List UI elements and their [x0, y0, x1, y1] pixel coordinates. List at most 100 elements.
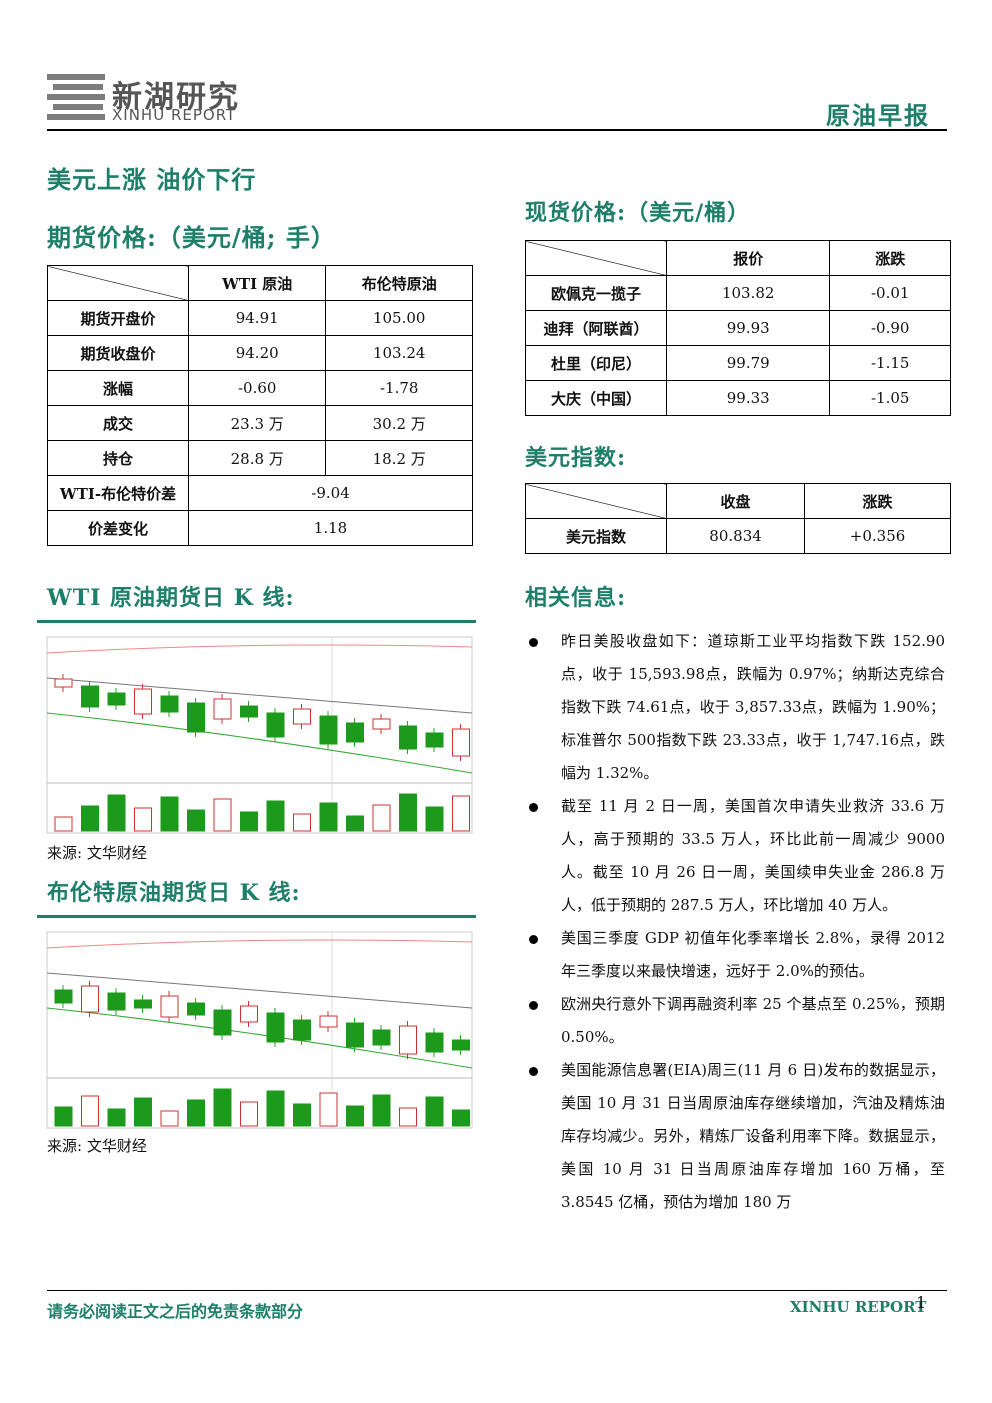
image-detail: [134, 1097, 152, 1127]
image-detail: [54, 816, 73, 832]
image-detail: [452, 795, 470, 832]
image-detail: [372, 1029, 391, 1046]
image-detail: [46, 644, 473, 654]
image-detail: [187, 1099, 205, 1127]
image-detail: [107, 794, 126, 832]
row-label: 大庆（中国）: [525, 380, 667, 416]
image-detail: [425, 732, 444, 748]
image-detail: [240, 811, 258, 832]
image-detail: [266, 712, 285, 738]
cell: 30.2 万: [325, 405, 473, 441]
image-detail: [160, 1110, 179, 1127]
image-detail: [266, 800, 285, 832]
image-detail: [187, 809, 205, 832]
image-detail: [134, 999, 152, 1009]
header-rule: [47, 129, 947, 131]
footer-rule: [47, 1290, 947, 1291]
brand-en: XINHU REPORT: [112, 106, 237, 124]
image-detail: [134, 807, 152, 832]
header-row: 收盘 涨跌: [525, 483, 951, 519]
image-detail: [240, 1005, 258, 1023]
image-detail: [266, 1090, 285, 1127]
image-detail: [107, 992, 126, 1011]
section-title: 布伦特原油期货日 K 线:: [47, 880, 301, 906]
headline: 美元上涨 油价下行: [47, 165, 257, 194]
image-detail: [213, 798, 232, 832]
image-detail: [54, 1106, 73, 1127]
news-item: 美国能源信息署(EIA)周三(11 月 6 日)发布的数据显示，美国 10 月 …: [525, 1054, 945, 1219]
table-row: 迪拜（阿联酋） 99.93 -0.90: [525, 310, 951, 346]
cell: +0.356: [804, 518, 951, 554]
section-title: 期货价格:（美元/桶; 手）: [47, 223, 336, 252]
image-detail: [372, 804, 391, 832]
image-detail: [319, 1015, 338, 1028]
column-header: WTI 原油: [187, 265, 327, 301]
image-detail: [160, 796, 179, 832]
image-detail: [452, 728, 470, 757]
section-title: 美元指数:: [525, 445, 627, 471]
image-detail: [81, 985, 99, 1013]
spot-table: 报价 涨跌 欧佩克一揽子 103.82 -0.01 迪拜（阿联酋） 99.93 -0.90 杜里…: [525, 240, 951, 416]
cell: -0.60: [187, 370, 327, 406]
column-header: 涨跌: [829, 240, 951, 276]
image-detail: [372, 1094, 391, 1127]
image-detail: [160, 995, 179, 1018]
row-label: 欧佩克一揽子: [525, 275, 667, 311]
footer-brand: XINHU REPORT: [790, 1298, 927, 1316]
diagonal-cell: [525, 240, 667, 276]
table-row: 美元指数 80.834 +0.356: [525, 518, 951, 554]
row-label: WTI-布伦特价差: [47, 475, 189, 511]
column-header: 收盘: [665, 483, 806, 519]
image-detail: [319, 802, 338, 832]
table-row: 期货开盘价 94.91 105.00: [47, 300, 473, 336]
cell: 99.93: [665, 310, 831, 346]
image-detail: [81, 1095, 99, 1127]
image-detail: [319, 1092, 338, 1127]
futures-table: WTI 原油 布伦特原油 期货开盘价 94.91 105.00 期货收盘价 94.20 103…: [47, 265, 473, 546]
image-detail: [452, 1109, 470, 1127]
table-row: 期货收盘价 94.20 103.24: [47, 335, 473, 371]
cell: 103.24: [325, 335, 473, 371]
image-detail: [107, 1108, 126, 1127]
image-detail: [346, 815, 364, 832]
section-title: 相关信息:: [525, 585, 627, 611]
table-row: 欧佩克一揽子 103.82 -0.01: [525, 275, 951, 311]
image-detail: [452, 1039, 470, 1051]
section-title: 现货价格:（美元/桶）: [525, 200, 751, 226]
news-list: 昨日美股收盘如下：道琼斯工业平均指数下跌 152.90点，收于 15,593.9…: [525, 625, 945, 1219]
image-detail: [425, 1096, 444, 1127]
cell: -0.01: [829, 275, 951, 311]
image-detail: [46, 939, 473, 949]
image-detail: [346, 1105, 364, 1127]
column-header: 布伦特原油: [325, 265, 473, 301]
logo-mark: [47, 74, 105, 120]
image-detail: [54, 678, 73, 688]
image-detail: [213, 698, 232, 720]
cell: 80.834: [665, 518, 806, 554]
table-row: 杜里（印尼） 99.79 -1.15: [525, 345, 951, 381]
page-number: 1: [916, 1293, 927, 1312]
image-detail: [266, 1012, 285, 1043]
row-label: 迪拜（阿联酋）: [525, 310, 667, 346]
image-detail: [46, 1007, 473, 1069]
news-item: 美国三季度 GDP 初值年化季率增长 2.8%，录得 2012 年三季度以来最快…: [525, 922, 945, 988]
row-label: 杜里（印尼）: [525, 345, 667, 381]
chart-image: [37, 620, 476, 835]
news-item: 截至 11 月 2 日一周，美国首次申请失业救济 33.6 万人，高于预期的 3…: [525, 790, 945, 922]
image-detail: [160, 695, 179, 713]
cell: -1.78: [325, 370, 473, 406]
image-detail: [46, 931, 473, 1129]
source: 来源: 文华财经: [47, 844, 147, 862]
chart-image: [37, 915, 476, 1130]
cell: 103.82: [665, 275, 831, 311]
cell: 1.18: [188, 510, 473, 546]
image-detail: [187, 1002, 205, 1016]
column-header: 报价: [665, 240, 831, 276]
column-header: 涨跌: [804, 483, 951, 519]
table-row: 持仓 28.8 万 18.2 万: [47, 440, 473, 476]
image-detail: [134, 688, 152, 715]
cell: 99.33: [665, 380, 831, 416]
image-detail: [399, 1025, 417, 1055]
row-label: 涨幅: [47, 370, 189, 406]
image-detail: [293, 813, 311, 832]
